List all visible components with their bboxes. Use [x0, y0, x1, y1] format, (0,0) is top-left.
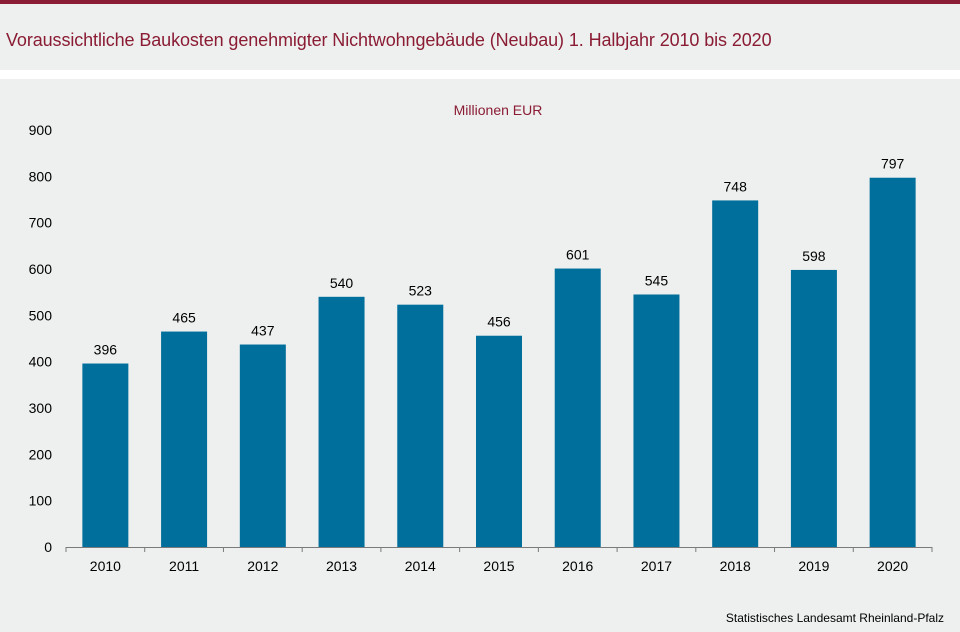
value-label-2012: 437: [251, 323, 275, 339]
bar-chart: Millionen EUR 0 100 200 300 400 500 600 700 800 9…: [29, 102, 944, 625]
bar-2017: [633, 294, 680, 547]
value-label-2017: 545: [645, 272, 669, 288]
y-tick-label: 100: [29, 493, 53, 509]
y-tick-label: 500: [29, 307, 53, 323]
value-label-2016: 601: [566, 247, 590, 263]
value-label-2013: 540: [330, 275, 354, 291]
x-tick-label-2012: 2012: [247, 558, 278, 574]
x-tick-label-2010: 2010: [90, 558, 121, 574]
y-unit-label: Millionen EUR: [454, 102, 543, 118]
value-label-2019: 598: [802, 248, 826, 264]
bar-2016: [554, 268, 601, 547]
bar-2014: [397, 304, 444, 547]
source-note: Statistisches Landesamt Rheinland-Pfalz: [726, 611, 944, 625]
header: Voraussichtliche Baukosten genehmigter N…: [0, 4, 960, 70]
y-tick-label: 800: [29, 168, 53, 184]
value-label-2020: 797: [881, 156, 905, 172]
y-tick-label: 900: [29, 122, 53, 138]
value-label-2011: 465: [172, 310, 196, 326]
x-tick-label-2020: 2020: [877, 558, 908, 574]
value-labels: 396 465 437 540 523 456 601 545 748 598 797: [94, 156, 905, 358]
chart-title: Voraussichtliche Baukosten genehmigter N…: [6, 30, 772, 50]
x-tick-label-2019: 2019: [798, 558, 829, 574]
bar-2015: [476, 335, 522, 547]
y-tick-label: 200: [29, 446, 53, 462]
x-tick-label-2011: 2011: [169, 558, 199, 574]
top-accent-rule: [0, 0, 960, 4]
value-label-2010: 396: [94, 342, 118, 358]
bar-2010: [82, 363, 129, 547]
y-tick-label: 700: [29, 215, 53, 231]
x-tick-label-2017: 2017: [641, 558, 672, 574]
bar-2018: [712, 200, 759, 547]
x-tick-label-2013: 2013: [326, 558, 357, 574]
x-tick-label-2015: 2015: [483, 558, 514, 574]
bar-2019: [790, 269, 837, 547]
bars: [82, 177, 916, 547]
chart-area: Millionen EUR 0 100 200 300 400 500 600 700 800 9…: [0, 79, 960, 632]
value-label-2018: 748: [724, 178, 748, 194]
bar-2013: [318, 296, 365, 547]
y-tick-label: 600: [29, 261, 53, 277]
x-axis: 2010 2011 2012 2013 2014 2015 2016 2017 2018 2019…: [65, 547, 933, 574]
x-tick-label-2014: 2014: [405, 558, 436, 574]
bar-2012: [239, 344, 286, 547]
x-tick-label-2018: 2018: [720, 558, 751, 574]
x-tick-label-2016: 2016: [562, 558, 593, 574]
bar-2011: [161, 331, 208, 547]
y-axis: 0 100 200 300 400 500 600 700 800 900: [29, 122, 53, 555]
value-label-2014: 523: [409, 283, 433, 299]
y-tick-label: 0: [44, 539, 52, 555]
bar-2020: [869, 177, 916, 547]
value-label-2015: 456: [487, 314, 511, 330]
y-tick-label: 300: [29, 400, 53, 416]
y-tick-label: 400: [29, 354, 53, 370]
